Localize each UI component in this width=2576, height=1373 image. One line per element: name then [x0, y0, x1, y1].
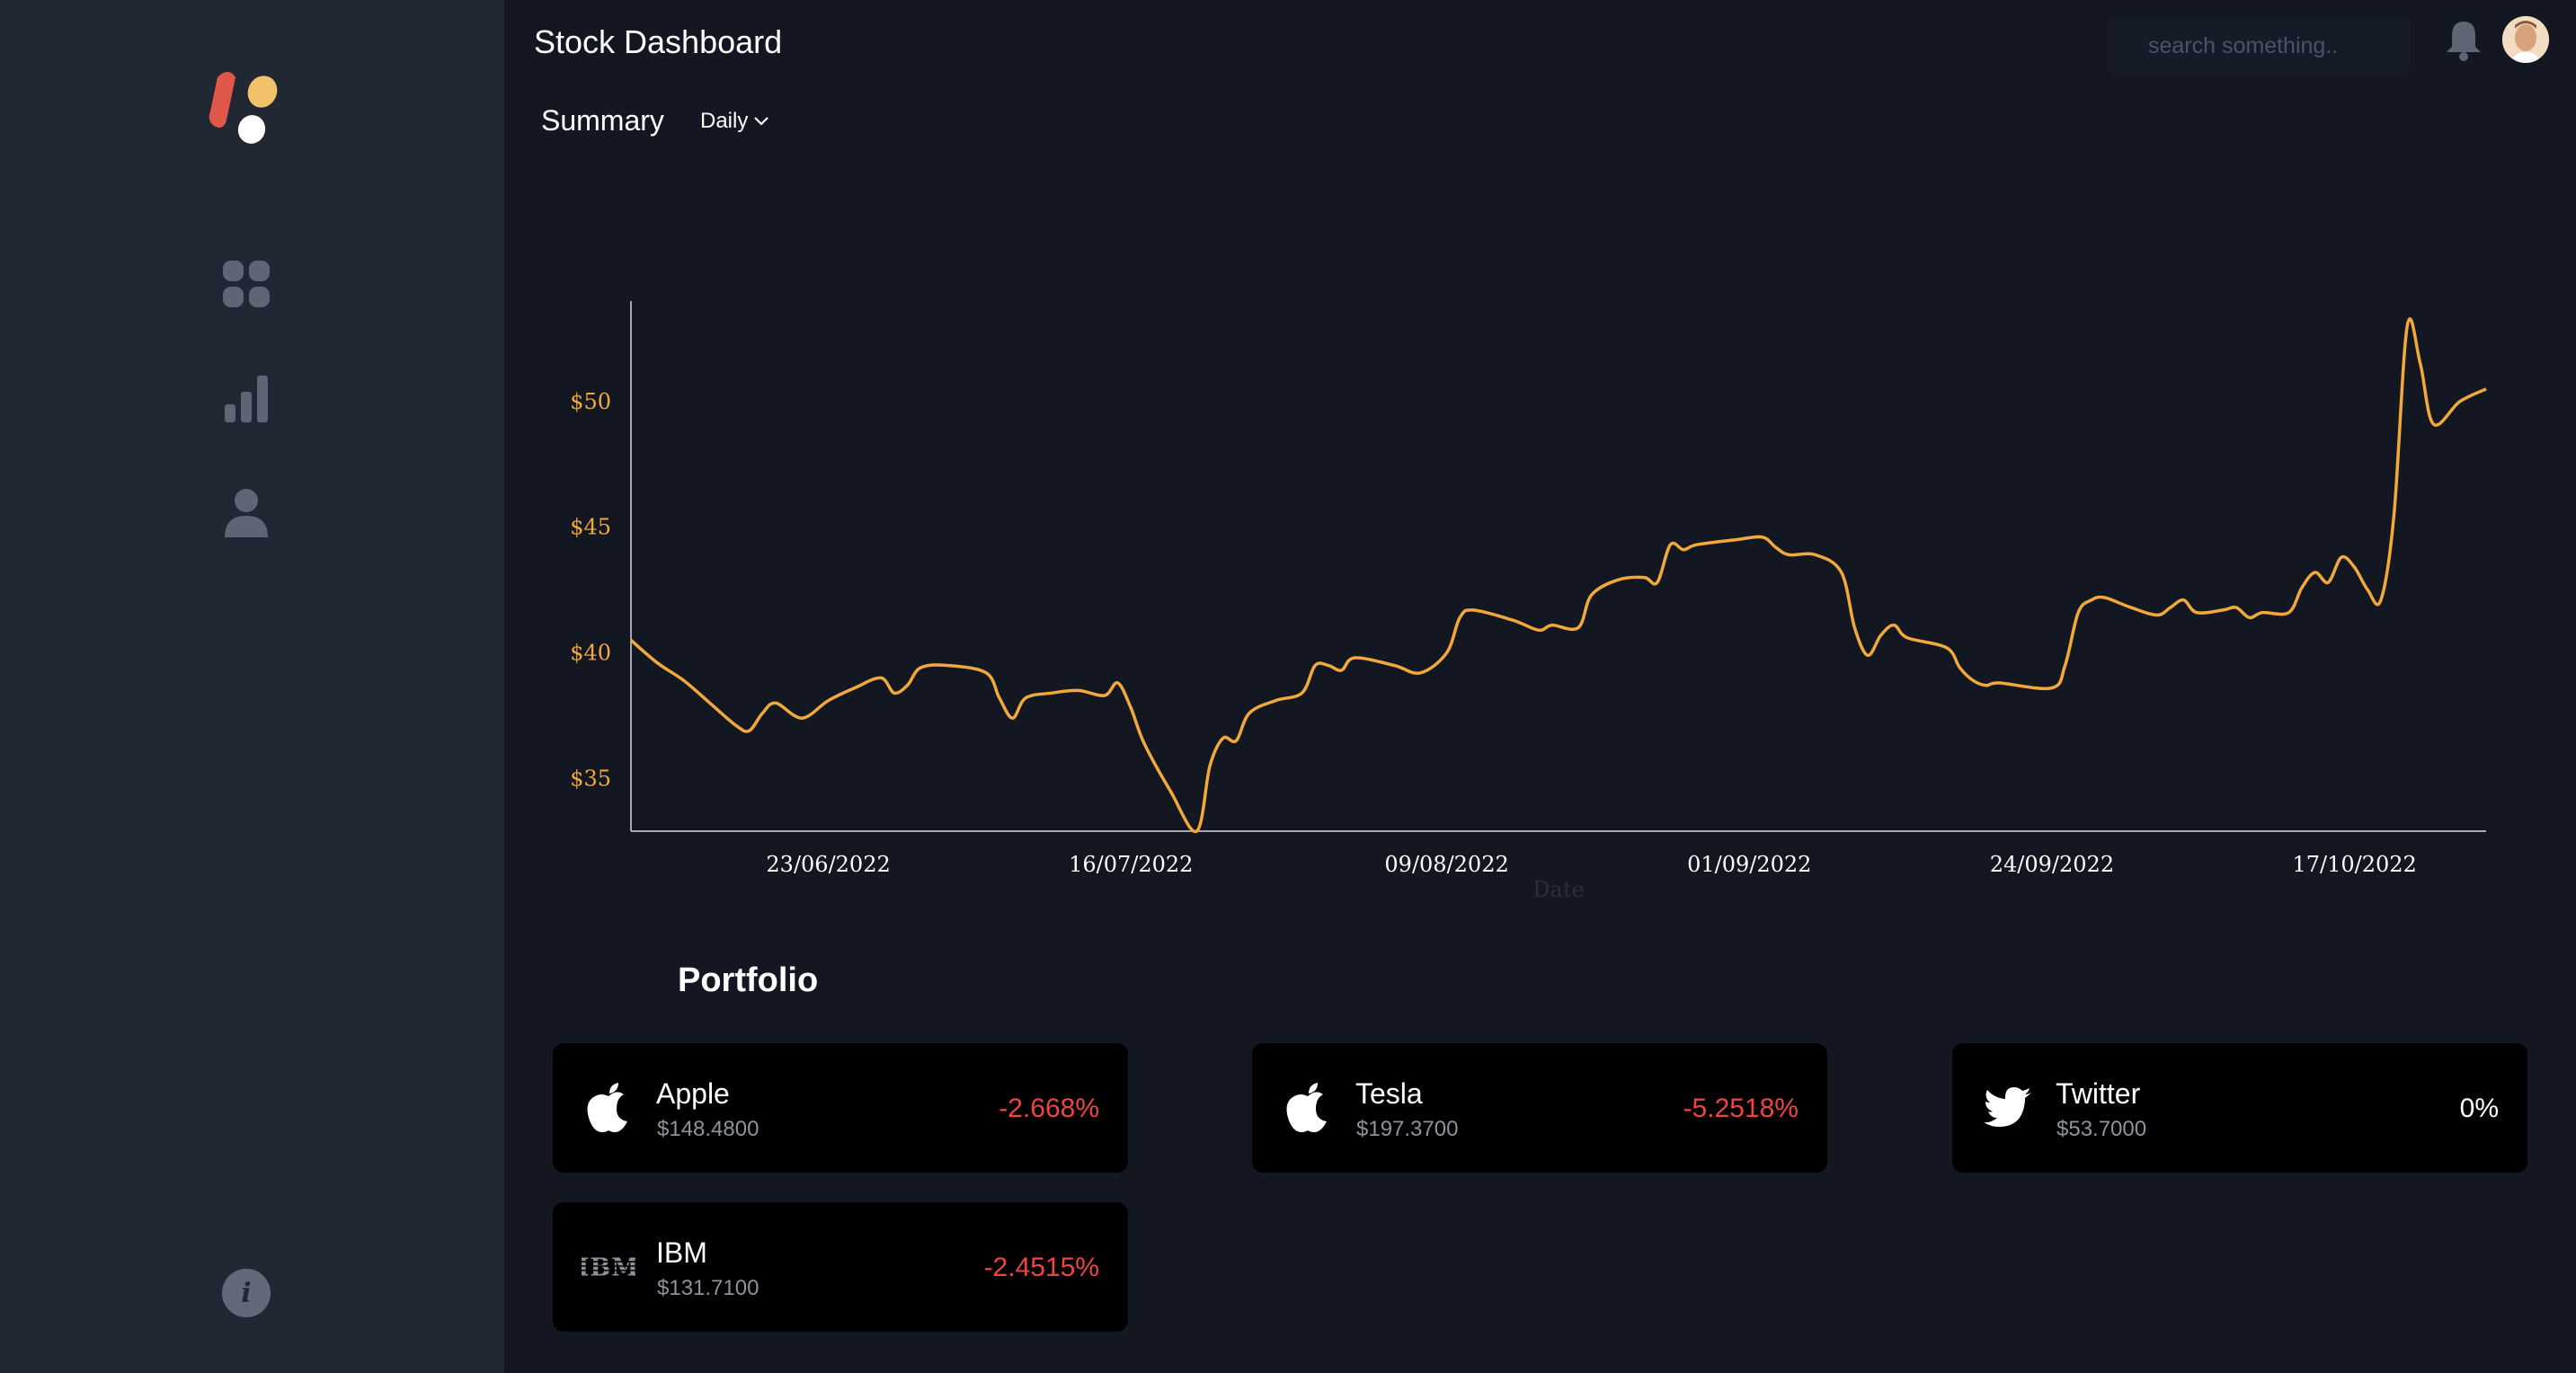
- sidebar: i: [0, 0, 504, 1373]
- stock-name: Tesla: [1355, 1077, 1423, 1110]
- y-tick-label: $45: [570, 515, 611, 540]
- price-chart: $35 $40 $45 $50 23/06/2022 16/07/2022 09/08/20…: [570, 301, 2487, 902]
- price-series-line: [629, 317, 2487, 833]
- stock-name: Apple: [656, 1077, 730, 1110]
- stock-change: -2.668%: [999, 1094, 1099, 1123]
- range-dropdown[interactable]: Daily: [700, 109, 769, 134]
- x-tick-label: 24/09/2022: [1990, 852, 2114, 877]
- y-tick-label: $40: [570, 640, 611, 665]
- logo-red-shape: [209, 72, 235, 128]
- summary-title: Summary: [541, 104, 664, 137]
- x-axis-label: Date: [1532, 877, 1584, 902]
- search-input[interactable]: [2107, 18, 2411, 74]
- stock-name: Twitter: [2056, 1077, 2141, 1110]
- y-tick-label: $35: [570, 766, 611, 791]
- x-tick-label: 23/06/2022: [766, 852, 890, 877]
- user-icon[interactable]: [221, 487, 271, 537]
- portfolio-card-twitter[interactable]: Twitter $53.7000 0%: [1952, 1043, 2527, 1173]
- bell-icon[interactable]: [2443, 18, 2484, 63]
- stock-change: -2.4515%: [983, 1253, 1099, 1282]
- x-tick-label: 01/09/2022: [1687, 852, 1811, 877]
- chart-bars-icon[interactable]: [221, 374, 271, 424]
- y-tick-label: $50: [570, 389, 611, 414]
- stock-price: $53.7000: [2056, 1117, 2147, 1141]
- apple-icon: [1281, 1081, 1335, 1135]
- x-tick-label: 17/10/2022: [2292, 852, 2416, 877]
- portfolio-card-tesla[interactable]: Tesla $197.3700 -5.2518%: [1252, 1043, 1827, 1173]
- logo-white-shape: [237, 115, 266, 144]
- app-logo[interactable]: [209, 68, 284, 146]
- x-tick-label: 16/07/2022: [1069, 852, 1193, 877]
- stock-price: $131.7100: [657, 1276, 759, 1300]
- chevron-down-icon: [754, 117, 769, 126]
- portfolio-card-apple[interactable]: Apple $148.4800 -2.668%: [553, 1043, 1128, 1173]
- portfolio-title: Portfolio: [678, 961, 819, 999]
- stock-change: -5.2518%: [1683, 1094, 1799, 1123]
- range-selected-label: Daily: [700, 109, 749, 133]
- stock-price: $197.3700: [1356, 1117, 1459, 1141]
- svg-text:IBM: IBM: [582, 1254, 635, 1280]
- portfolio-card-ibm[interactable]: IBM IBM $131.7100 -2.4515%: [553, 1202, 1128, 1332]
- ibm-logo: IBM: [582, 1240, 635, 1294]
- apple-icon: [582, 1081, 635, 1135]
- dashboard-icon[interactable]: [221, 259, 271, 309]
- twitter-icon: [1981, 1081, 2035, 1135]
- stock-name: IBM: [656, 1236, 707, 1269]
- info-icon[interactable]: i: [222, 1269, 271, 1317]
- x-tick-label: 09/08/2022: [1384, 852, 1508, 877]
- avatar[interactable]: [2502, 16, 2549, 63]
- stock-price: $148.4800: [657, 1117, 759, 1141]
- logo-yellow-shape: [247, 75, 278, 108]
- page-title: Stock Dashboard: [534, 23, 783, 60]
- stock-change: 0%: [2459, 1094, 2499, 1123]
